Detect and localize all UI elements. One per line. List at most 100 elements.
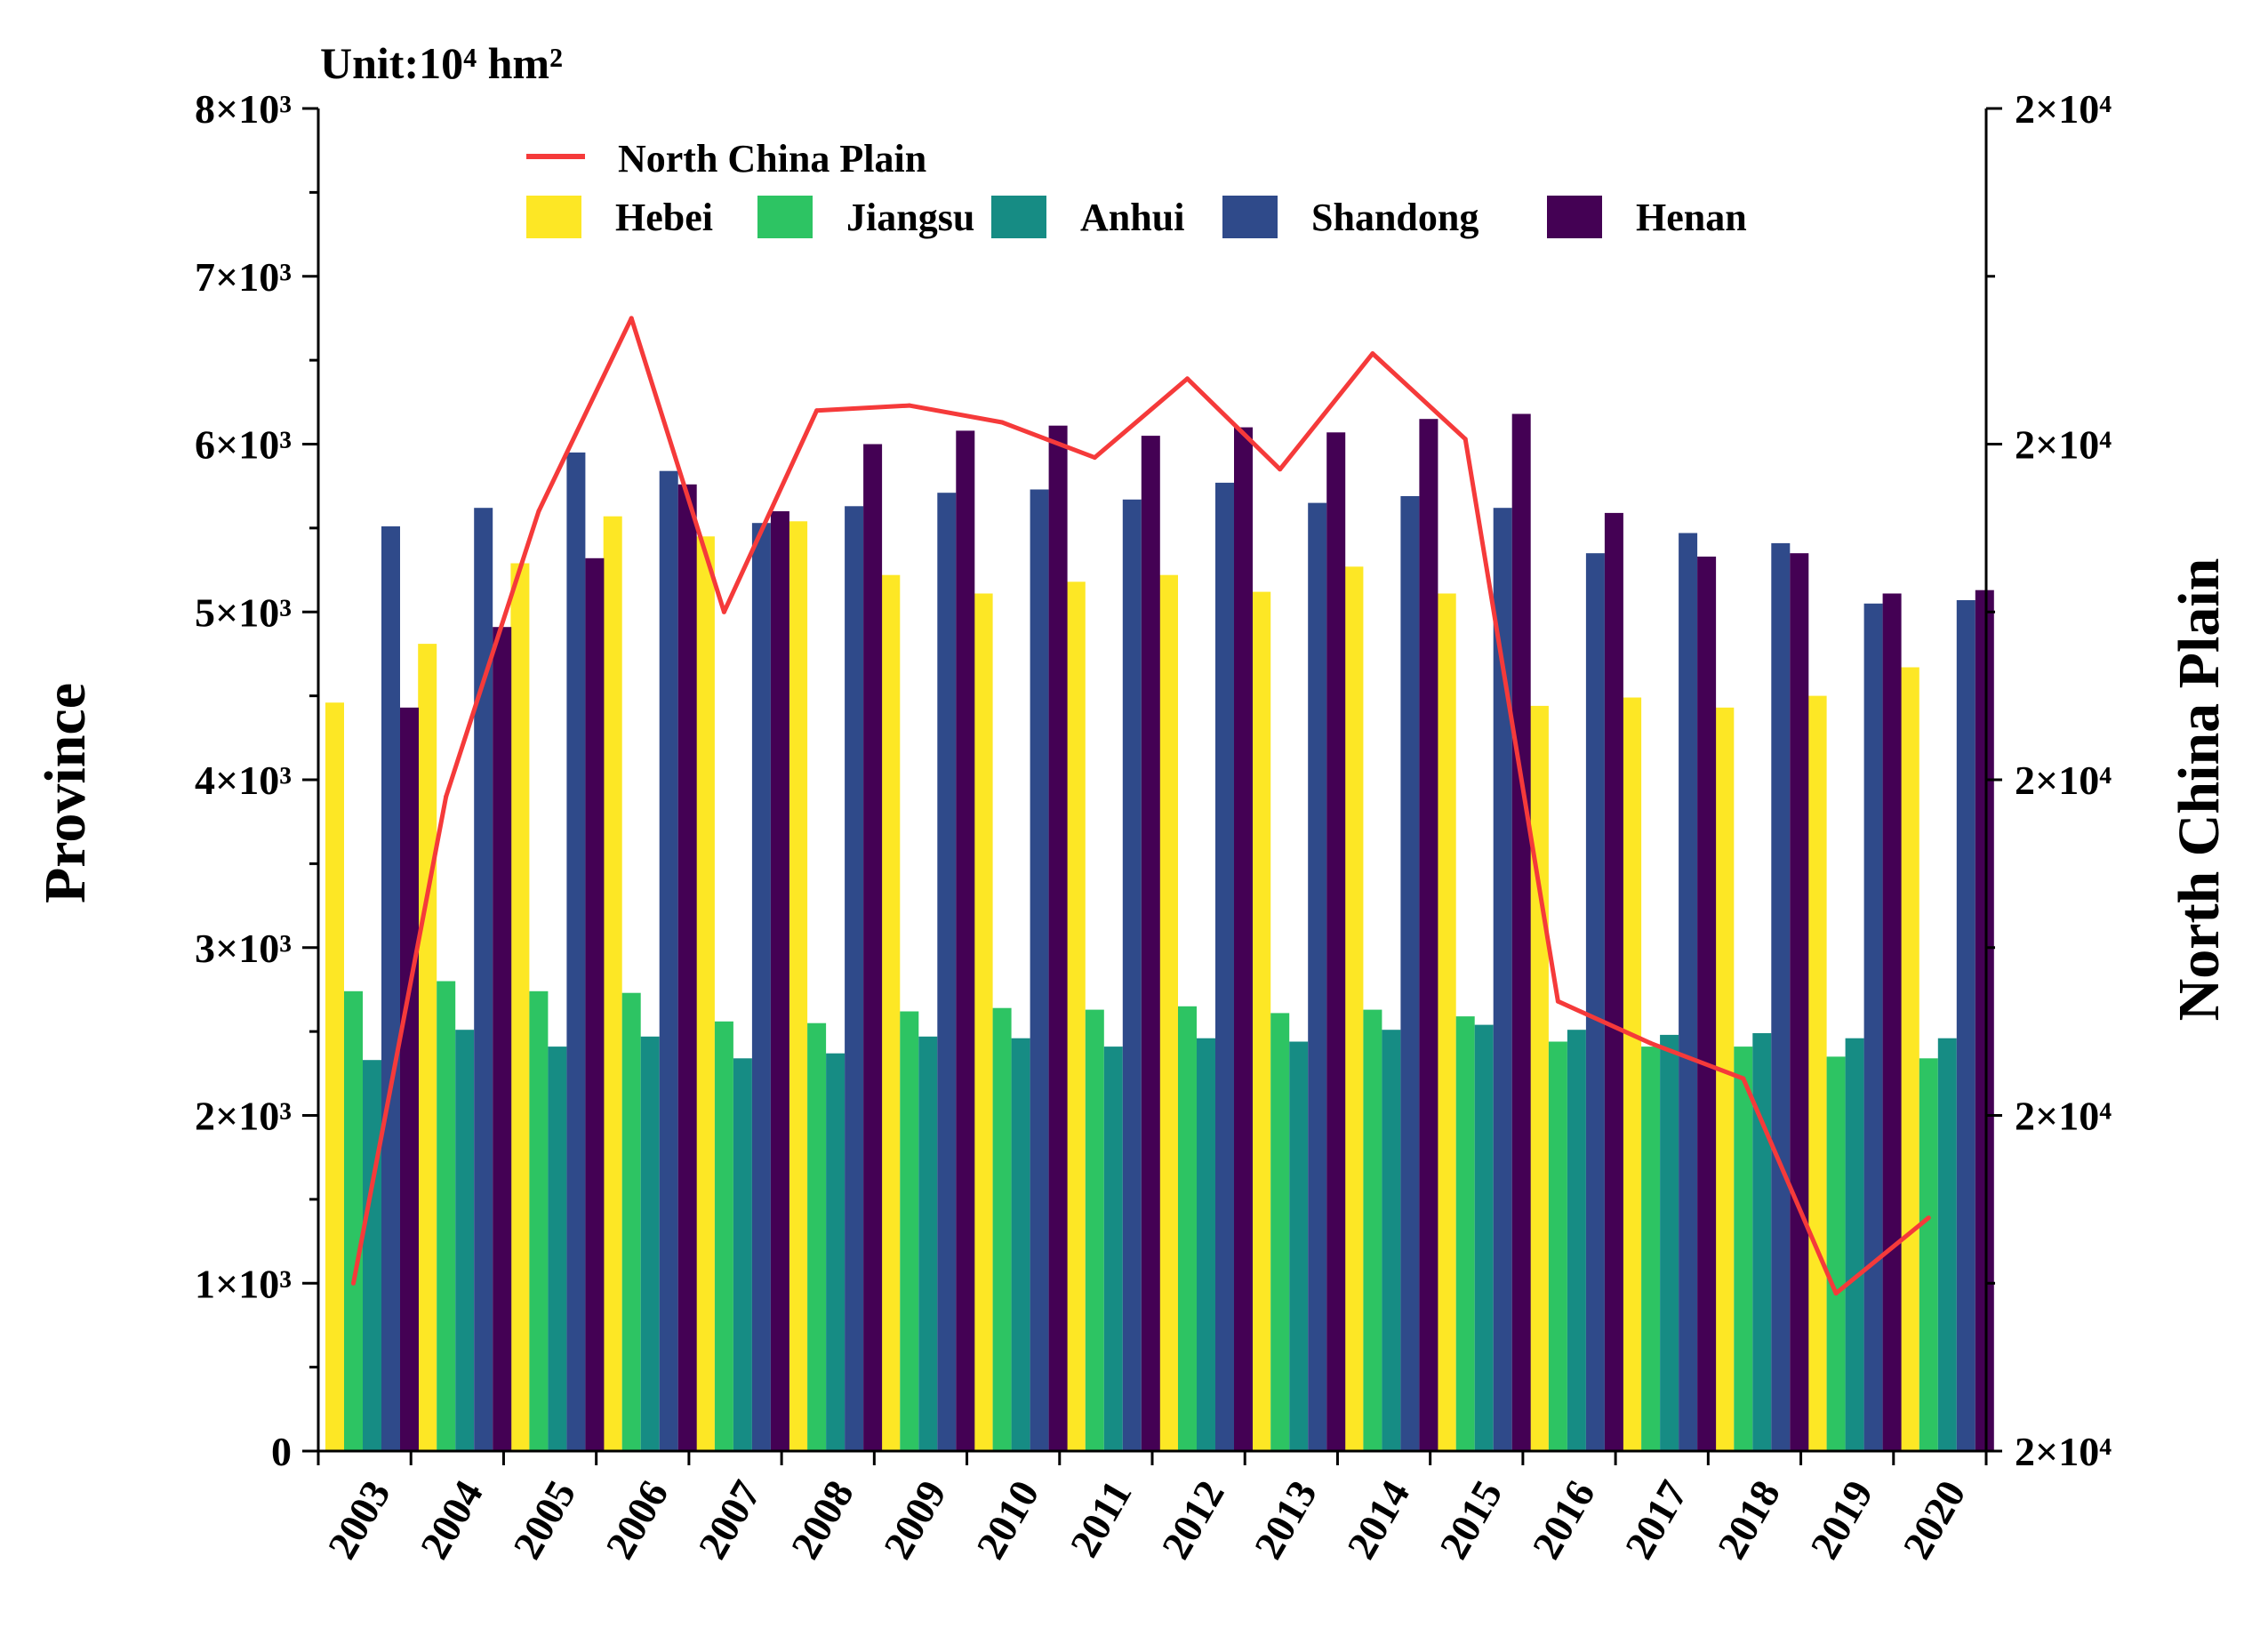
bar-anhui-2008 [826,1053,845,1451]
bar-henan-2017 [1697,557,1717,1451]
x-tick-label-2018: 2018 [1709,1473,1789,1567]
y-left-tick-label-7: 7×10³ [195,254,292,300]
bar-hebei-2015 [1437,593,1456,1451]
legend-label-shandong: Shandong [1311,196,1479,239]
bars-layer [325,413,1994,1452]
legend-label-jiangsu: Jiangsu [846,196,974,239]
x-tick-label-2017: 2017 [1616,1473,1696,1567]
bar-shandong-2006 [659,470,678,1452]
bar-anhui-2015 [1474,1024,1494,1451]
bar-henan-2011 [1141,436,1160,1452]
bar-jiangsu-2018 [1734,1047,1753,1451]
bar-hebei-2006 [603,516,622,1452]
bar-hebei-2018 [1715,707,1735,1451]
line-point-2008 [814,408,820,413]
legend: North China Plain Hebei Jiangsu Anhui Shand… [526,137,1747,239]
legend-swatch-henan [1547,196,1602,238]
y-right-tick-label-2: 2×10⁴ [2015,758,2112,803]
bar-jiangsu-2005 [529,990,549,1451]
bar-anhui-2003 [363,1060,381,1451]
bar-hebei-2019 [1807,695,1827,1451]
y-left-tick-label-6: 6×10³ [195,422,292,468]
x-tick-label-2006: 2006 [597,1473,677,1567]
bar-henan-2015 [1511,413,1531,1451]
bar-shandong-2014 [1400,496,1420,1451]
bar-shandong-2012 [1215,482,1234,1451]
bar-shandong-2008 [845,506,864,1451]
bar-shandong-2013 [1308,502,1327,1451]
y-left-tick-label-8: 8×10³ [195,86,292,132]
bar-hebei-2008 [789,521,808,1451]
axes-layer [302,107,2002,1465]
bar-shandong-2011 [1122,499,1142,1451]
y-left-tick-label-2: 2×10³ [195,1094,292,1139]
y-left-tick-label-3: 3×10³ [195,926,292,971]
bar-hebei-2016 [1529,705,1549,1451]
bar-shandong-2018 [1771,542,1791,1451]
bar-anhui-2009 [918,1036,938,1451]
bar-hebei-2009 [881,574,901,1451]
line-point-2014 [1370,351,1375,357]
bar-shandong-2015 [1493,508,1512,1452]
bar-shandong-2017 [1679,533,1698,1451]
bar-shandong-2005 [566,452,586,1451]
bar-anhui-2010 [1011,1038,1030,1451]
x-tick-label-2019: 2019 [1801,1473,1881,1567]
bar-hebei-2003 [325,702,344,1451]
line-point-2017 [1648,1040,1654,1046]
line-point-2005 [536,509,541,514]
bar-shandong-2007 [751,523,771,1452]
y-axis-right-title: North China Plain [2167,558,2232,1022]
bar-henan-2016 [1604,512,1623,1451]
bar-anhui-2006 [640,1036,660,1451]
bar-henan-2008 [863,444,883,1451]
legend-swatch-jiangsu [757,196,813,238]
bar-henan-2005 [585,557,605,1451]
x-tick-label-2003: 2003 [319,1473,399,1567]
line-point-2016 [1555,998,1560,1004]
bar-henan-2003 [400,707,419,1451]
y-axis-left-title: Province [33,683,98,903]
y-left-tick-label-4: 4×10³ [195,758,292,803]
bar-hebei-2020 [1900,667,1919,1451]
bar-anhui-2004 [455,1030,475,1451]
x-tick-label-2005: 2005 [504,1473,584,1567]
bar-hebei-2007 [695,536,715,1451]
line-point-2003 [351,1280,356,1286]
bar-anhui-2011 [1103,1047,1123,1451]
bar-henan-2006 [677,484,697,1451]
line-point-2010 [999,420,1005,425]
bar-jiangsu-2004 [437,981,456,1451]
bar-henan-2020 [1975,589,1994,1451]
line-point-2006 [629,316,634,321]
bar-henan-2004 [493,627,512,1451]
bar-hebei-2011 [1066,581,1086,1451]
bar-henan-2012 [1234,427,1253,1452]
y-right-tick-label-3: 2×10⁴ [2015,422,2112,468]
bar-hebei-2005 [510,563,530,1451]
bar-jiangsu-2010 [992,1007,1012,1451]
bar-jiangsu-2015 [1455,1016,1475,1451]
x-tick-label-2013: 2013 [1246,1473,1326,1567]
x-tick-label-2011: 2011 [1062,1473,1141,1565]
bar-shandong-2004 [474,508,493,1452]
bar-jiangsu-2007 [714,1021,733,1451]
x-tick-label-2016: 2016 [1523,1473,1603,1567]
line-point-2018 [1741,1076,1746,1081]
x-tick-label-2015: 2015 [1431,1473,1511,1567]
legend-label-henan: Henan [1636,196,1747,239]
y-left-tick-label-5: 5×10³ [195,589,292,635]
bar-shandong-2019 [1863,603,1883,1451]
line-point-2013 [1278,467,1283,472]
y-left-tick-label-1: 1×10³ [195,1261,292,1306]
y-left-tick-label-0: 0 [271,1429,292,1474]
legend-swatch-anhui [991,196,1046,238]
bar-hebei-2010 [974,593,993,1451]
line-layer [351,316,1931,1296]
bar-anhui-2020 [1937,1038,1957,1451]
legend-line-label: North China Plain [618,137,926,180]
bar-jiangsu-2011 [1085,1009,1104,1451]
bar-jiangsu-2006 [621,992,641,1451]
bar-jiangsu-2020 [1919,1058,1938,1451]
